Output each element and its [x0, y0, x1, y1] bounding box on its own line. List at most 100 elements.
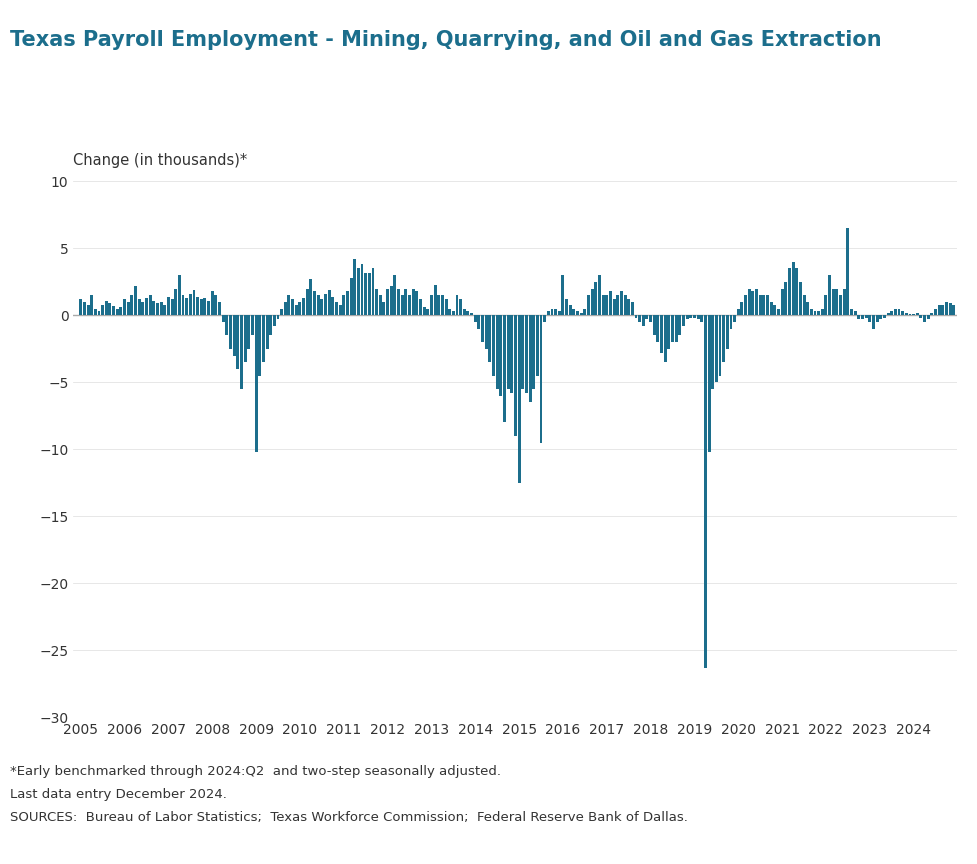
- Bar: [320, 299, 323, 315]
- Bar: [335, 302, 338, 315]
- Bar: [452, 311, 455, 315]
- Bar: [871, 315, 875, 328]
- Bar: [865, 315, 868, 318]
- Bar: [602, 295, 605, 315]
- Bar: [825, 295, 828, 315]
- Bar: [642, 315, 645, 326]
- Bar: [733, 315, 736, 322]
- Bar: [905, 313, 908, 315]
- Bar: [342, 295, 345, 315]
- Bar: [613, 299, 616, 315]
- Bar: [324, 294, 327, 315]
- Bar: [565, 299, 568, 315]
- Bar: [682, 315, 685, 326]
- Bar: [415, 291, 418, 315]
- Bar: [609, 291, 612, 315]
- Bar: [814, 311, 817, 315]
- Bar: [108, 303, 111, 315]
- Bar: [550, 308, 553, 315]
- Bar: [116, 308, 119, 315]
- Bar: [915, 313, 918, 315]
- Bar: [105, 301, 107, 315]
- Bar: [923, 315, 926, 322]
- Bar: [875, 315, 878, 322]
- Bar: [766, 295, 769, 315]
- Bar: [182, 295, 185, 315]
- Bar: [142, 302, 145, 315]
- Bar: [741, 302, 743, 315]
- Bar: [799, 282, 802, 315]
- Bar: [156, 303, 159, 315]
- Bar: [478, 315, 481, 328]
- Bar: [229, 315, 232, 349]
- Bar: [152, 301, 155, 315]
- Bar: [211, 291, 214, 315]
- Bar: [270, 315, 273, 335]
- Bar: [777, 308, 780, 315]
- Bar: [547, 311, 550, 315]
- Bar: [364, 272, 367, 315]
- Bar: [386, 289, 389, 315]
- Bar: [751, 291, 754, 315]
- Text: Texas Payroll Employment - Mining, Quarrying, and Oil and Gas Extraction: Texas Payroll Employment - Mining, Quarr…: [10, 30, 881, 50]
- Bar: [722, 315, 725, 362]
- Bar: [331, 296, 334, 315]
- Bar: [346, 291, 349, 315]
- Bar: [401, 295, 404, 315]
- Bar: [690, 315, 693, 318]
- Bar: [203, 298, 206, 315]
- Bar: [247, 315, 250, 349]
- Bar: [858, 315, 861, 320]
- Bar: [306, 289, 309, 315]
- Bar: [276, 315, 279, 320]
- Bar: [200, 299, 203, 315]
- Bar: [145, 298, 148, 315]
- Bar: [562, 275, 565, 315]
- Bar: [390, 286, 393, 315]
- Bar: [327, 290, 330, 315]
- Bar: [375, 289, 378, 315]
- Bar: [98, 311, 101, 315]
- Bar: [657, 315, 659, 342]
- Bar: [627, 299, 630, 315]
- Bar: [806, 302, 809, 315]
- Bar: [831, 289, 834, 315]
- Bar: [791, 262, 794, 315]
- Bar: [258, 315, 261, 376]
- Bar: [919, 315, 922, 318]
- Bar: [532, 315, 535, 389]
- Bar: [810, 308, 813, 315]
- Bar: [438, 295, 441, 315]
- Bar: [594, 282, 597, 315]
- Bar: [189, 294, 191, 315]
- Bar: [127, 302, 130, 315]
- Bar: [788, 269, 791, 315]
- Bar: [576, 311, 579, 315]
- Bar: [781, 289, 784, 315]
- Bar: [499, 315, 502, 396]
- Bar: [192, 290, 195, 315]
- Bar: [854, 311, 857, 315]
- Bar: [711, 315, 714, 389]
- Bar: [686, 315, 689, 320]
- Bar: [222, 315, 225, 322]
- Bar: [774, 305, 777, 315]
- Bar: [518, 315, 521, 483]
- Bar: [634, 315, 637, 318]
- Bar: [785, 282, 787, 315]
- Bar: [707, 315, 710, 452]
- Bar: [660, 315, 663, 353]
- Bar: [474, 315, 477, 322]
- Bar: [302, 298, 305, 315]
- Bar: [835, 289, 838, 315]
- Bar: [869, 315, 871, 322]
- Bar: [744, 295, 747, 315]
- Bar: [879, 315, 882, 320]
- Bar: [313, 291, 316, 315]
- Bar: [178, 275, 181, 315]
- Bar: [930, 313, 933, 315]
- Bar: [543, 315, 546, 322]
- Bar: [488, 315, 491, 362]
- Bar: [361, 264, 363, 315]
- Bar: [404, 289, 407, 315]
